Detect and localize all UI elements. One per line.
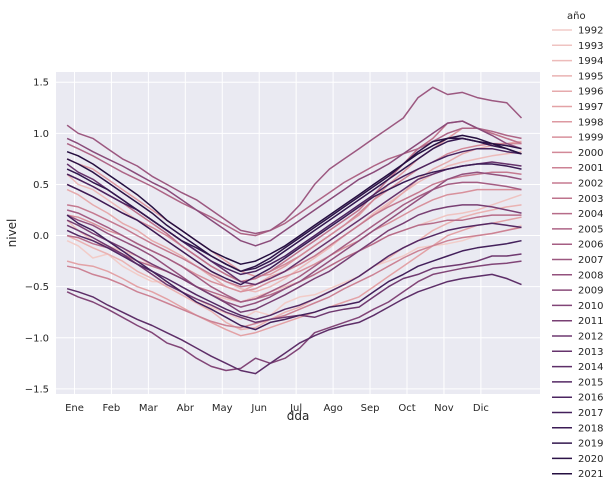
y-tick-label: −1.0 — [25, 333, 49, 344]
x-tick-label: Nov — [434, 403, 454, 414]
legend-label-2006: 2006 — [578, 240, 603, 251]
legend-label-2021: 2021 — [578, 469, 603, 480]
legend: año 1992 1993 1994 1995 1996 1997 1998 1999 2000… — [552, 11, 603, 480]
legend-label-1992: 1992 — [578, 26, 603, 37]
legend-label-2017: 2017 — [578, 408, 603, 419]
legend-label-2003: 2003 — [578, 194, 603, 205]
series-line-2007 — [66, 86, 523, 235]
series-line-1995 — [66, 204, 522, 331]
legend-label-1995: 1995 — [578, 71, 603, 82]
legend-label-2018: 2018 — [578, 423, 603, 434]
x-tick-label: Jul — [289, 403, 302, 414]
x-tick-labels: Ene Feb Mar Abr May Jun Jul Ago Sep Oct Nov Dic — [65, 403, 489, 414]
legend-label-1997: 1997 — [578, 102, 603, 113]
x-tick-label: Jun — [250, 403, 267, 414]
legend-label-2015: 2015 — [578, 377, 603, 388]
legend-label-1998: 1998 — [578, 117, 603, 128]
x-tick-label: Abr — [177, 403, 195, 414]
legend-label-2004: 2004 — [578, 209, 603, 220]
legend-label-1996: 1996 — [578, 87, 603, 98]
legend-label-2001: 2001 — [578, 163, 603, 174]
series-line-2015 — [66, 222, 522, 321]
x-tick-label: Oct — [398, 403, 415, 414]
legend-title: año — [567, 11, 586, 22]
y-tick-label: 0.0 — [33, 231, 49, 242]
series-line-2001 — [66, 226, 522, 329]
series-line-2019 — [66, 137, 522, 273]
series-line-1992 — [66, 224, 522, 321]
x-axis-label: dda — [287, 409, 310, 423]
y-tick-label: 1.5 — [33, 78, 49, 89]
legend-label-2008: 2008 — [578, 270, 603, 281]
legend-label-1994: 1994 — [578, 56, 603, 67]
series-line-2018 — [66, 163, 522, 286]
legend-label-2010: 2010 — [578, 301, 603, 312]
y-tick-label: −0.5 — [25, 282, 49, 293]
legend-label-2000: 2000 — [578, 148, 603, 159]
series-line-2010 — [66, 260, 522, 372]
legend-label-2009: 2009 — [578, 286, 603, 297]
series-line-2006 — [66, 181, 522, 303]
y-tick-label: 0.5 — [33, 180, 49, 191]
legend-label-2005: 2005 — [578, 224, 603, 235]
series-line-2011 — [66, 204, 522, 313]
legend-label-2014: 2014 — [578, 362, 603, 373]
series-line-2014 — [66, 273, 522, 375]
legend-label-2007: 2007 — [578, 255, 603, 266]
legend-label-2012: 2012 — [578, 332, 603, 343]
series-line-2008 — [66, 171, 522, 308]
x-tick-label: Sep — [361, 403, 380, 414]
legend-label-2019: 2019 — [578, 439, 603, 450]
legend-label-2002: 2002 — [578, 179, 603, 190]
x-tick-label: Feb — [103, 403, 121, 414]
series-line-1997 — [66, 216, 522, 337]
series-lines — [66, 86, 523, 375]
x-tick-label: May — [212, 403, 233, 414]
x-tick-label: Ago — [323, 403, 342, 414]
series-line-2021 — [66, 134, 522, 265]
series-line-2009 — [66, 120, 522, 247]
y-tick-label: 1.0 — [33, 129, 49, 140]
x-tick-label: Mar — [139, 403, 159, 414]
y-tick-label: −1.5 — [25, 384, 49, 395]
series-line-2005 — [66, 127, 522, 237]
x-tick-label: Ene — [65, 403, 84, 414]
legend-label-1993: 1993 — [578, 41, 603, 52]
legend-label-2011: 2011 — [578, 316, 603, 327]
y-tick-labels: −1.5 −1.0 −0.5 0.0 0.5 1.0 1.5 — [25, 78, 49, 396]
x-tick-label: Dic — [473, 403, 489, 414]
series-line-2017 — [66, 214, 522, 331]
plot-background — [56, 72, 540, 394]
legend-label-1999: 1999 — [578, 133, 603, 144]
legend-label-2020: 2020 — [578, 454, 603, 465]
y-axis-label: nivel — [5, 219, 19, 248]
legend-label-2016: 2016 — [578, 393, 603, 404]
legend-label-2013: 2013 — [578, 347, 603, 358]
